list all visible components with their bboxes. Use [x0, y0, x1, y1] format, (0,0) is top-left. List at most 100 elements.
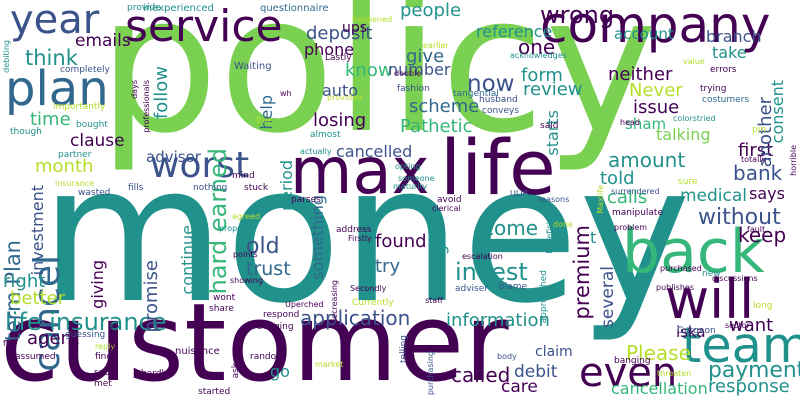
word-blame: blame [499, 282, 528, 292]
word-want: want [729, 315, 774, 336]
word-sham: sham [625, 115, 667, 133]
word-ask: ask [231, 363, 241, 379]
word-called: called [451, 363, 511, 387]
word-auto: auto [322, 81, 359, 100]
word-money: money [40, 124, 692, 345]
word-threaten: threaten [657, 369, 692, 378]
word-iska: iska [676, 323, 706, 341]
word-phone: phone [304, 40, 355, 59]
word-debiting: debiting [2, 40, 11, 73]
word-horrible: horrible [789, 145, 798, 176]
word-colorstried: colorstried [673, 114, 716, 123]
word-met: met [94, 379, 112, 389]
word-agreed: agreed [232, 212, 261, 221]
word-people: people [400, 0, 462, 21]
word-now: now [467, 71, 515, 97]
word-showing: showing [230, 276, 264, 285]
word-cancellation: cancellation [611, 379, 708, 398]
word-fault: fault [747, 225, 766, 234]
word-days: days [130, 80, 139, 99]
word-advisor: advisor [146, 148, 201, 166]
word-max: max [290, 135, 430, 209]
word-flip: flip [3, 339, 16, 348]
word-soon: soon [94, 368, 116, 378]
word-team: team [682, 316, 800, 374]
word-review: review [523, 79, 583, 100]
word-done: done [553, 220, 573, 229]
word-actually: actually [300, 147, 332, 156]
word-trust: trust [246, 258, 291, 280]
word-information: information [446, 310, 550, 331]
word-amount: amount [608, 148, 686, 172]
word-husband: husband [479, 95, 518, 105]
word-better: better [10, 288, 66, 309]
word-share: share [209, 304, 234, 314]
word-maxlife: Maxlife [596, 185, 605, 214]
word-uperched: Uperched [285, 300, 324, 309]
word-random: random [250, 352, 285, 362]
word-scheme: scheme [409, 96, 480, 117]
word-costumers: costumers [702, 95, 750, 105]
word-bought: bought [76, 120, 108, 130]
word-inexperienced: inexperienced [143, 3, 214, 14]
word-happened: happened [352, 15, 393, 24]
word-form: form [521, 65, 563, 86]
word-follow: follow [151, 66, 172, 120]
word-starts: starts [543, 110, 562, 156]
word-cancelled: cancelled [336, 142, 413, 161]
word-keep: keep [738, 223, 787, 247]
word-first: first [738, 140, 774, 161]
word-give: give [406, 46, 445, 67]
word-long: long [753, 301, 773, 311]
word-trying: trying [700, 84, 727, 94]
word-hardly: hardly [141, 369, 170, 379]
word-market: market [315, 360, 344, 369]
word-ulip: ULIP [510, 189, 528, 198]
word-points: points [233, 250, 258, 259]
word-conveys: conveys [482, 106, 520, 116]
word-currently: Currently [352, 298, 394, 308]
word-pin: pin [752, 125, 766, 135]
word-giving: giving [88, 260, 107, 309]
word-policy: policy [98, 0, 658, 175]
word-ups: ups [342, 20, 368, 36]
word-old: old [246, 234, 280, 259]
word-telling: telling [399, 335, 409, 363]
word-company: company [540, 0, 771, 54]
word-wh: wh [280, 89, 292, 98]
word-sure: sure [678, 177, 698, 187]
word-someone: someone [398, 174, 435, 183]
word-tangential: tangential [453, 89, 499, 99]
word-take: take [712, 43, 747, 62]
word-back: back [622, 217, 765, 287]
word-publishes: publishes [656, 283, 694, 292]
word-told: told [600, 168, 635, 189]
word-even: even [579, 350, 678, 396]
word-please: Please [626, 341, 691, 365]
word-mind: mind [232, 171, 255, 181]
word-errors: errors [710, 65, 737, 75]
word-provided: provided [327, 93, 363, 102]
word-proposal: proposal [219, 224, 254, 233]
word-deposit: deposit [306, 23, 373, 44]
word-fills: fills [128, 183, 144, 193]
word-will: will [665, 268, 755, 331]
word-find: find [95, 352, 113, 362]
word-never: Never [629, 80, 683, 101]
word-though: though [10, 127, 42, 137]
word-think: think [25, 46, 78, 70]
word-fashion: fashion [397, 84, 430, 94]
word-calls: calls [607, 187, 648, 208]
word-opting: opting [395, 162, 421, 171]
word-sector: sector [725, 321, 750, 330]
word-emails: emails [75, 31, 131, 51]
word-come: come [483, 216, 539, 240]
word-claim: claim [535, 344, 573, 360]
word-without: without [698, 205, 781, 230]
word-know: know [345, 60, 393, 81]
word-new: new [702, 269, 721, 279]
word-maturity: maturity [393, 182, 428, 191]
word-reply: reply [95, 342, 116, 351]
word-importantly: importantly [53, 102, 106, 112]
